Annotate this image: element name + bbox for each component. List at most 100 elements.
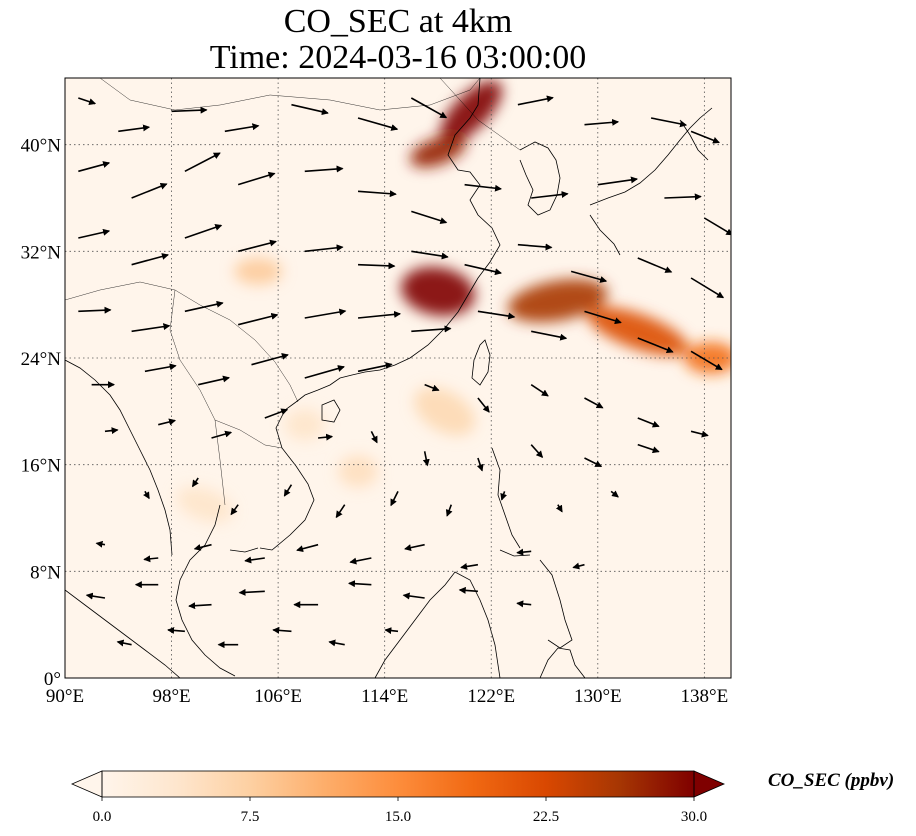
lon-tick-label: 122°E: [467, 686, 515, 707]
wind-arrow: [184, 300, 224, 313]
coastline-borneo: [374, 571, 501, 678]
colorbar-tick-label: 0.0: [93, 809, 112, 825]
plot-frame: [64, 77, 732, 679]
wind-arrow: [664, 193, 702, 201]
wind-arrow: [597, 176, 638, 186]
wind-arrow: [570, 270, 608, 283]
wind-arrow: [411, 325, 452, 333]
wind-arrow: [251, 353, 289, 366]
wind-arrow: [144, 363, 177, 373]
wind-arrow: [237, 239, 277, 253]
wind-arrow: [237, 171, 276, 186]
coastline-sulawesi: [539, 647, 586, 678]
colorbar-ticks: 0.0 7.5 15.0 22.5 30.0: [93, 797, 707, 825]
wind-arrow: [191, 477, 199, 488]
map-subtitle: Time: 2024-03-16 03:00:00: [209, 39, 587, 76]
lon-tick-label: 98°E: [152, 686, 190, 707]
co-plume-4: [587, 306, 689, 356]
colorbar-tick-label: 7.5: [241, 809, 260, 825]
colorbar-extend-min: [70, 770, 103, 798]
wind-arrow: [116, 639, 132, 647]
wind-arrow: [78, 161, 111, 173]
wind-arrow: [476, 457, 484, 472]
wind-arrow: [357, 362, 393, 373]
wind-arrow: [584, 118, 620, 126]
colorbar-tick-label: 30.0: [681, 809, 707, 825]
gridlines: [65, 78, 731, 678]
wind-arrow: [610, 490, 619, 498]
wind-arrow: [78, 228, 111, 239]
coastline-sumatra: [65, 589, 181, 678]
co-plume-5: [684, 342, 731, 374]
wind-arrow: [244, 556, 265, 564]
country-borders: [65, 78, 521, 506]
wind-arrow: [637, 337, 674, 354]
co-plume-0: [440, 80, 503, 143]
wind-arrow: [237, 312, 279, 326]
lon-tick-label: 138°E: [681, 686, 729, 707]
wind-arrow: [422, 451, 430, 467]
co-plume-10: [176, 486, 233, 523]
wind-vectors: [78, 95, 731, 649]
wind-arrow: [358, 262, 396, 270]
wind-arrow: [460, 563, 479, 570]
wind-arrow: [517, 243, 553, 251]
wind-arrow: [188, 602, 212, 610]
wind-arrow: [584, 457, 603, 468]
colorbar: 0.0 7.5 15.0 22.5 30.0: [70, 770, 726, 825]
wind-arrow: [690, 430, 709, 438]
colorbar-tick-label: 22.5: [533, 809, 559, 825]
co-plume-2: [400, 266, 475, 316]
wind-arrow: [500, 491, 507, 501]
coastline-indochina: [175, 401, 315, 677]
map-background: [65, 78, 731, 678]
lon-tick-label: 130°E: [574, 686, 622, 707]
co-plume-3: [507, 279, 608, 323]
wind-arrow: [211, 430, 233, 439]
wind-arrow: [357, 190, 397, 198]
wind-arrow: [458, 586, 478, 594]
wind-arrow: [304, 308, 347, 319]
co-plume-8: [338, 455, 379, 488]
wind-arrow: [530, 444, 544, 459]
wind-arrow: [85, 592, 106, 600]
co-concentration-field: [176, 80, 731, 523]
colorbar-label: CO_SEC (ppbv): [768, 770, 895, 791]
coastline-bay-of-bengal: [65, 359, 173, 556]
wind-arrow: [410, 97, 448, 119]
wind-arrow: [238, 588, 265, 596]
wind-arrow: [171, 106, 208, 114]
wind-arrow: [328, 639, 345, 647]
wind-arrow: [104, 427, 119, 435]
wind-arrow: [143, 490, 150, 500]
plot-area: [64, 77, 732, 679]
lat-tick-label: 16°N: [21, 456, 62, 477]
wind-arrow: [584, 397, 604, 409]
wind-arrow: [283, 484, 293, 497]
wind-arrow: [516, 548, 532, 556]
wind-arrow: [118, 124, 151, 133]
wind-arrow: [193, 543, 212, 551]
wind-arrow: [690, 277, 725, 299]
wind-arrow: [445, 504, 453, 517]
wind-arrow: [464, 263, 502, 276]
axis-tick-labels: 90°E 98°E 106°E 114°E 122°E 130°E 138°E 0° 8°N 16…: [21, 136, 729, 707]
wind-arrow: [131, 323, 171, 333]
wind-arrow: [291, 103, 329, 116]
wind-arrow: [584, 310, 622, 325]
co-plume-9: [284, 408, 325, 441]
wind-arrow: [572, 562, 585, 570]
wind-arrow: [78, 97, 97, 106]
border-lines: [65, 78, 521, 506]
lat-tick-label: 32°N: [21, 242, 62, 263]
wind-arrow: [555, 504, 563, 513]
wind-arrow: [411, 250, 449, 260]
coastline-mainland-china: [295, 78, 501, 403]
co-plume-7: [414, 387, 476, 436]
wind-arrow: [143, 555, 159, 563]
wind-arrow: [95, 540, 106, 548]
lat-tick-label: 0°: [44, 669, 61, 690]
wind-arrow: [131, 253, 169, 266]
wind-arrow: [158, 418, 177, 426]
